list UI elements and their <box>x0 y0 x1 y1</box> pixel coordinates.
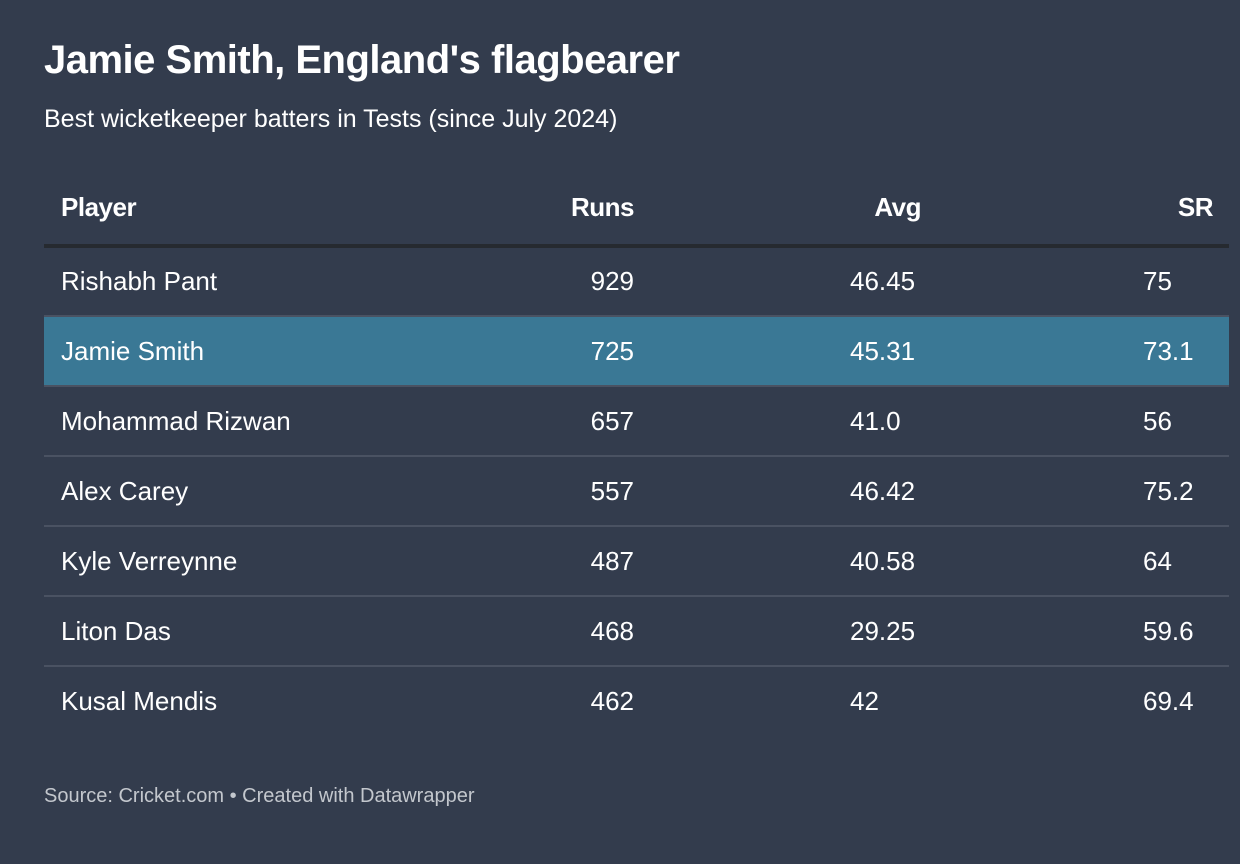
cell-runs: 929 <box>590 266 634 296</box>
column-header-sr[interactable]: SR <box>1177 191 1214 222</box>
table-row: Kyle Verreynne 487 40.58 64 <box>44 526 1229 596</box>
table-row-highlighted: Jamie Smith 725 45.31 73.1 <box>44 316 1229 386</box>
table-row: Mohammad Rizwan 657 41.0 56 <box>44 386 1229 456</box>
cell-sr: 75.2 <box>1143 475 1194 506</box>
cell-avg: 46.45 <box>850 266 916 296</box>
table-row: Rishabh Pant 929 46.45 75 <box>44 246 1229 316</box>
table-row: Kusal Mendis 462 42 69.4 <box>44 666 1229 736</box>
table-row: Alex Carey 557 46.42 75.2 <box>44 456 1229 526</box>
cell-player: Rishabh Pant <box>61 266 218 296</box>
cell-avg: 41.0 <box>850 405 901 436</box>
cell-sr: 75 <box>1143 266 1172 296</box>
chart-title: Jamie Smith, England's flagbearer <box>44 38 680 82</box>
cell-player: Kyle Verreynne <box>61 545 238 576</box>
cell-avg: 45.31 <box>850 335 916 366</box>
cell-avg: 40.58 <box>850 545 916 576</box>
cell-sr: 73.1 <box>1143 335 1194 366</box>
cell-player: Mohammad Rizwan <box>61 405 291 436</box>
chart-subtitle: Best wicketkeeper batters in Tests (sinc… <box>44 105 618 133</box>
source-footer: Source: Cricket.com • Created with Dataw… <box>44 785 475 807</box>
column-header-avg[interactable]: Avg <box>874 191 921 222</box>
stats-table: Player Runs Avg SR Rishabh Pant 929 46.4… <box>44 176 1229 736</box>
cell-sr: 56 <box>1143 405 1172 436</box>
cell-player: Alex Carey <box>61 475 189 506</box>
table-body: Rishabh Pant 929 46.45 75 Jamie Smith 72… <box>44 246 1229 736</box>
cell-runs: 657 <box>590 405 634 436</box>
cell-avg: 46.42 <box>850 475 916 506</box>
header-row: Player Runs Avg SR <box>44 176 1229 246</box>
cell-player: Kusal Mendis <box>61 686 218 716</box>
cell-sr: 69.4 <box>1143 686 1194 716</box>
cell-avg: 29.25 <box>850 615 916 646</box>
cell-player: Liton Das <box>61 615 171 646</box>
cell-runs: 462 <box>590 686 634 716</box>
cell-player: Jamie Smith <box>61 335 205 366</box>
table-row: Liton Das 468 29.25 59.6 <box>44 596 1229 666</box>
cell-runs: 725 <box>590 335 634 366</box>
cell-sr: 59.6 <box>1143 615 1194 646</box>
table-header: Player Runs Avg SR <box>44 176 1229 246</box>
cell-runs: 468 <box>590 615 634 646</box>
cell-sr: 64 <box>1143 545 1172 576</box>
cell-runs: 557 <box>590 475 634 506</box>
cell-avg: 42 <box>850 686 879 716</box>
cell-runs: 487 <box>590 545 634 576</box>
column-header-runs[interactable]: Runs <box>571 191 635 222</box>
column-header-player[interactable]: Player <box>61 191 137 222</box>
